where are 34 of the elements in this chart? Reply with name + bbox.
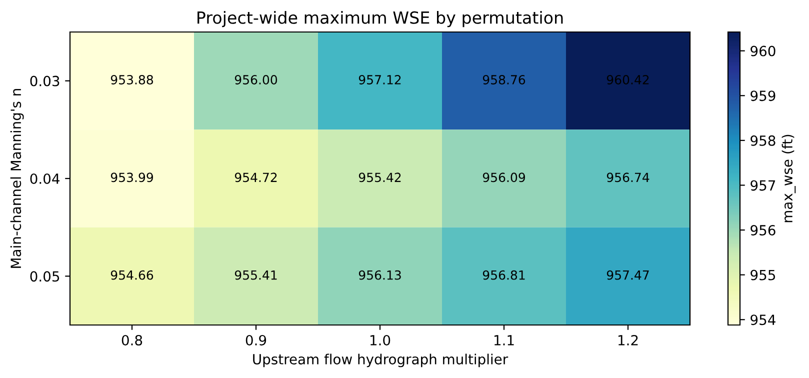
data-label: 953.99	[110, 172, 153, 182]
data-label: 957.47	[606, 270, 649, 280]
data-label: 955.42	[358, 172, 401, 182]
data-label: 956.09	[482, 172, 525, 182]
color-bar-label: 954	[750, 314, 776, 326]
color-bar-label: 959	[750, 90, 776, 102]
chart-title: Project-wide maximum WSE by permutation	[198, 11, 563, 28]
x-tick-label: 0.9	[246, 334, 266, 346]
y-tick-label: 0.03	[30, 76, 60, 86]
color-bar-label: 955	[750, 270, 776, 280]
color-bar-label: 956	[750, 224, 776, 236]
x-tick-label: 1.2	[618, 334, 638, 346]
data-label: 956.81	[482, 270, 525, 280]
data-label: 958.76	[482, 75, 526, 84]
data-label: 954.66	[110, 270, 154, 280]
data-label: 954.72	[234, 172, 277, 182]
color-bar-label: 958	[750, 135, 776, 146]
y-tick-label: 0.04	[30, 173, 60, 184]
y-tick-label: 0.05	[30, 271, 60, 282]
data-label: 956.74	[606, 172, 650, 182]
color-bar-title: max_wse (ft)	[782, 134, 796, 222]
x-axis-title: Upstream flow hydrograph multiplier	[253, 354, 508, 368]
color-bar-label: 960	[750, 46, 776, 56]
data-label: 957.12	[358, 75, 401, 84]
data-label: 956.13	[358, 270, 401, 280]
data-label: 956.00	[234, 75, 278, 84]
data-label: 960.42	[606, 75, 649, 84]
x-tick-label: 0.8	[122, 334, 142, 346]
data-label: 953.88	[110, 75, 154, 84]
y-axis-title: Main-channel Manning's n	[10, 88, 24, 268]
color-bar-label: 957	[750, 180, 776, 191]
x-tick-label: 1.0	[370, 334, 390, 346]
x-tick-label: 1.1	[494, 335, 514, 346]
data-label: 955.41	[234, 270, 277, 280]
